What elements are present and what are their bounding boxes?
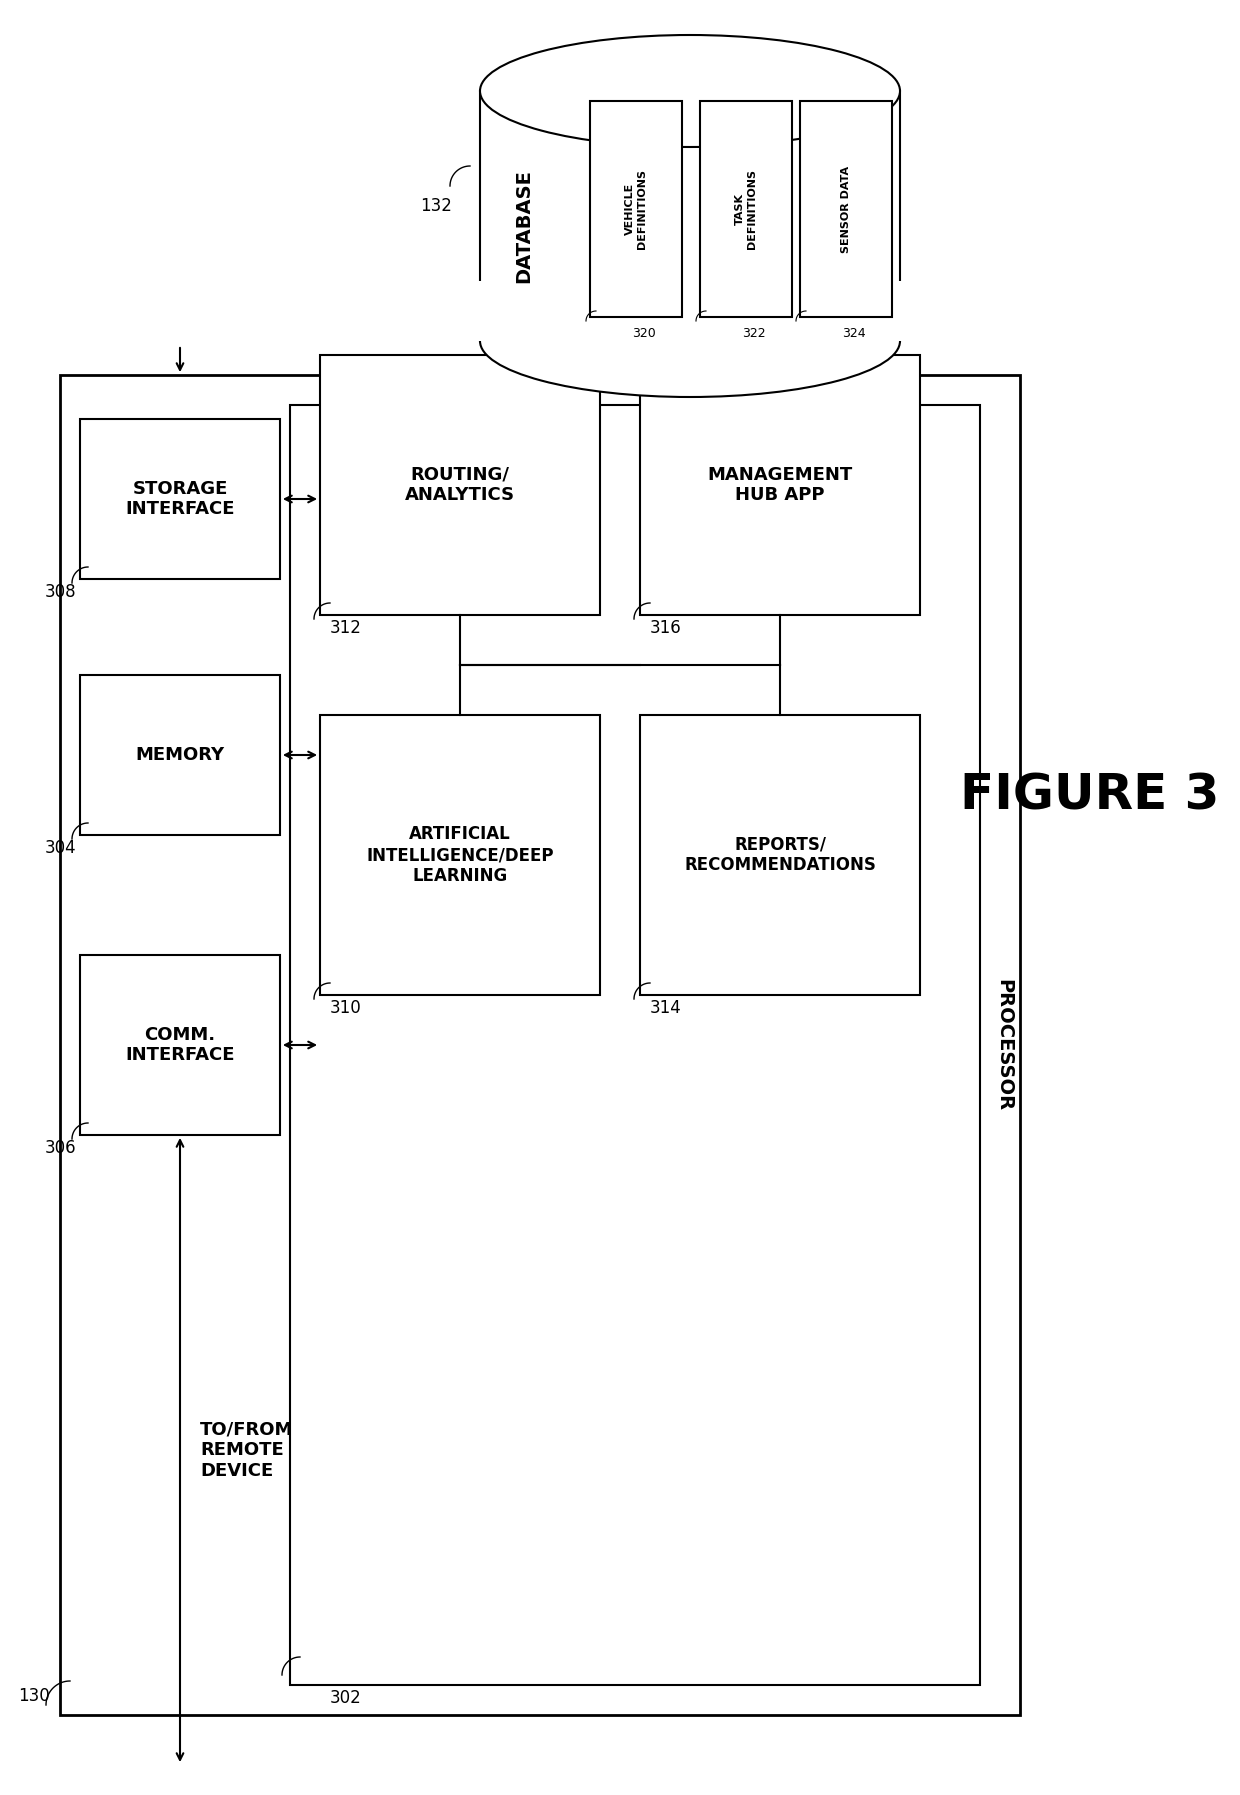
- Bar: [640, 714, 920, 994]
- Text: 130: 130: [19, 1687, 50, 1705]
- Bar: [320, 355, 600, 616]
- Text: VEHICLE
DEFINITIONS: VEHICLE DEFINITIONS: [625, 169, 647, 250]
- Text: TO/FROM
REMOTE
DEVICE: TO/FROM REMOTE DEVICE: [200, 1420, 294, 1479]
- Bar: [482, 92, 898, 341]
- Text: REPORTS/
RECOMMENDATIONS: REPORTS/ RECOMMENDATIONS: [684, 836, 875, 874]
- Bar: [800, 101, 892, 318]
- Text: 322: 322: [742, 327, 765, 339]
- Text: PROCESSOR: PROCESSOR: [994, 978, 1013, 1111]
- Bar: [81, 955, 280, 1134]
- Bar: [290, 406, 980, 1686]
- Bar: [590, 101, 682, 318]
- Text: 302: 302: [330, 1689, 362, 1707]
- Text: MANAGEMENT
HUB APP: MANAGEMENT HUB APP: [707, 465, 853, 504]
- Bar: [60, 375, 1021, 1714]
- Text: FIGURE 3: FIGURE 3: [960, 772, 1220, 819]
- Text: SENSOR DATA: SENSOR DATA: [841, 165, 851, 253]
- Text: 324: 324: [842, 327, 866, 339]
- Text: 310: 310: [330, 1000, 362, 1018]
- Text: 304: 304: [45, 838, 76, 856]
- Text: 306: 306: [45, 1140, 76, 1158]
- Ellipse shape: [480, 285, 900, 397]
- Text: ARTIFICIAL
INTELLIGENCE/DEEP
LEARNING: ARTIFICIAL INTELLIGENCE/DEEP LEARNING: [366, 826, 554, 885]
- Text: 308: 308: [45, 583, 76, 601]
- Ellipse shape: [480, 34, 900, 147]
- Text: 314: 314: [650, 1000, 682, 1018]
- Text: TASK
DEFINITIONS: TASK DEFINITIONS: [735, 169, 756, 250]
- Bar: [320, 714, 600, 994]
- Text: 132: 132: [420, 197, 451, 215]
- Text: ROUTING/
ANALYTICS: ROUTING/ ANALYTICS: [405, 465, 515, 504]
- Text: COMM.
INTERFACE: COMM. INTERFACE: [125, 1025, 234, 1064]
- Bar: [81, 418, 280, 580]
- Bar: [477, 282, 901, 341]
- Bar: [640, 355, 920, 616]
- Text: STORAGE
INTERFACE: STORAGE INTERFACE: [125, 479, 234, 519]
- Text: 320: 320: [632, 327, 656, 339]
- Bar: [81, 675, 280, 835]
- Bar: [701, 101, 792, 318]
- Text: 312: 312: [330, 619, 362, 637]
- Text: MEMORY: MEMORY: [135, 747, 224, 765]
- Text: DATABASE: DATABASE: [515, 169, 533, 284]
- Text: 316: 316: [650, 619, 682, 637]
